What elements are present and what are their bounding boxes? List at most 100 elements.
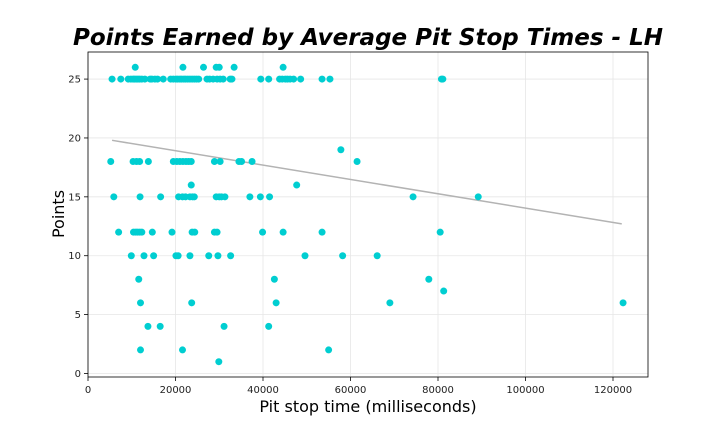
data-point — [219, 75, 227, 83]
data-point — [137, 346, 144, 354]
data-point — [318, 75, 326, 83]
data-point — [191, 228, 199, 236]
data-point — [190, 193, 198, 201]
data-point — [373, 252, 381, 260]
x-tick-label: 0 — [85, 385, 91, 396]
chart-title: Points Earned by Average Pit Stop Times … — [73, 25, 663, 51]
data-point — [156, 322, 164, 330]
data-point — [216, 158, 224, 166]
data-point — [279, 228, 287, 236]
data-point — [187, 181, 195, 189]
data-point — [108, 75, 116, 83]
data-point — [168, 228, 176, 236]
data-point — [188, 299, 196, 307]
data-point — [141, 75, 149, 83]
data-point — [148, 228, 156, 236]
data-point — [195, 75, 203, 83]
data-point — [174, 252, 182, 260]
data-point — [228, 75, 236, 83]
x-tick-label: 100000 — [506, 385, 544, 396]
data-point — [425, 275, 433, 283]
data-point — [353, 158, 361, 166]
data-point — [439, 75, 447, 83]
data-point — [214, 252, 222, 260]
trend-line — [111, 139, 622, 225]
y-tick-label: 10 — [68, 251, 81, 262]
data-point — [474, 193, 482, 201]
data-point — [230, 63, 238, 71]
x-tick-label: 120000 — [594, 385, 632, 396]
data-point — [246, 193, 254, 201]
data-point — [140, 252, 148, 260]
data-point — [110, 193, 118, 201]
data-point — [619, 299, 627, 307]
x-ticks: 0 20000 40000 60000 80000 100000 120000 — [85, 377, 632, 396]
data-point — [215, 63, 223, 71]
data-point — [326, 75, 334, 83]
data-point — [238, 158, 246, 166]
data-point — [339, 252, 347, 260]
y-tick-label: 20 — [68, 133, 81, 144]
data-point — [290, 75, 298, 83]
data-point — [270, 275, 278, 283]
data-point — [213, 228, 221, 236]
data-point — [144, 322, 152, 330]
x-tick-label: 80000 — [422, 385, 454, 396]
trend-line-layer — [111, 139, 622, 225]
data-point — [135, 275, 143, 283]
data-point — [138, 228, 146, 236]
data-point — [186, 252, 194, 260]
y-ticks: 0 5 10 15 20 25 — [68, 75, 88, 380]
data-points — [107, 63, 627, 366]
data-point — [259, 228, 267, 236]
data-point — [279, 63, 287, 71]
x-tick-label: 20000 — [160, 385, 192, 396]
data-point — [386, 299, 394, 307]
data-point — [115, 228, 123, 236]
data-point — [187, 158, 195, 166]
data-point — [159, 75, 167, 83]
data-point — [136, 193, 144, 201]
data-point — [409, 193, 417, 201]
data-point — [117, 75, 125, 83]
y-tick-label: 5 — [75, 310, 81, 321]
data-point — [220, 322, 228, 330]
data-point — [436, 228, 444, 236]
data-point — [137, 299, 144, 307]
data-point — [440, 287, 448, 295]
data-point — [265, 322, 273, 330]
data-point — [325, 346, 333, 354]
data-point — [265, 75, 273, 83]
x-axis-label: Pit stop time (milliseconds) — [259, 397, 476, 416]
data-point — [127, 252, 135, 260]
data-point — [150, 252, 158, 260]
plot-frame — [87, 51, 649, 378]
data-point — [157, 193, 165, 201]
data-point — [210, 158, 218, 166]
x-tick-label: 40000 — [247, 385, 279, 396]
data-point — [293, 181, 301, 189]
x-tick-label: 60000 — [335, 385, 367, 396]
data-point — [337, 146, 345, 154]
data-point — [221, 193, 229, 201]
data-point — [107, 158, 115, 166]
data-point — [154, 75, 162, 83]
data-point — [248, 158, 256, 166]
data-point — [179, 63, 187, 71]
data-point — [131, 63, 139, 71]
data-point — [200, 63, 207, 71]
y-tick-label: 25 — [68, 75, 81, 86]
data-point — [257, 75, 265, 83]
y-axis-label: Points — [49, 190, 68, 238]
data-point — [318, 228, 326, 236]
data-point — [266, 193, 274, 201]
data-point — [179, 346, 186, 354]
data-point — [256, 193, 264, 201]
data-point — [297, 75, 305, 83]
data-point — [215, 358, 223, 366]
y-tick-label: 0 — [75, 369, 81, 380]
y-tick-label: 15 — [68, 192, 81, 203]
data-point — [205, 252, 213, 260]
data-point — [227, 252, 235, 260]
